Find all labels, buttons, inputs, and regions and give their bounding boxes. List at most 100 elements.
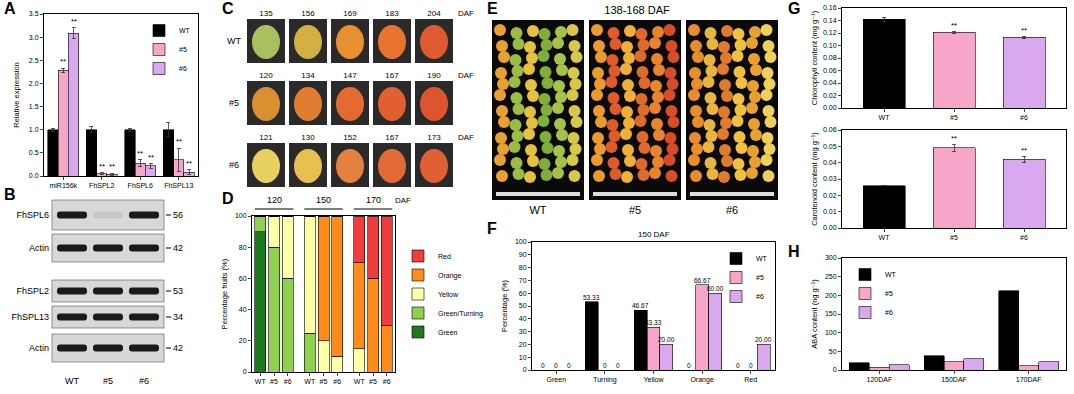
svg-text:DAF: DAF <box>458 133 474 142</box>
svg-text:#6: #6 <box>229 160 239 170</box>
svg-text:Orange: Orange <box>438 272 461 280</box>
svg-text:#6: #6 <box>383 378 391 385</box>
svg-text:0: 0 <box>523 366 527 373</box>
svg-text:0.04: 0.04 <box>823 159 837 166</box>
svg-text:#6: #6 <box>1020 114 1028 121</box>
svg-text:0.06: 0.06 <box>823 67 837 74</box>
svg-text:**: ** <box>186 159 192 168</box>
svg-text:WT: WT <box>879 114 891 121</box>
svg-text:WT: WT <box>354 378 366 385</box>
svg-text:2.0: 2.0 <box>29 80 39 87</box>
svg-text:WT: WT <box>879 234 891 241</box>
svg-text:204: 204 <box>427 9 441 18</box>
svg-text:80: 80 <box>519 264 527 271</box>
svg-text:FhSPL13: FhSPL13 <box>11 312 49 322</box>
svg-text:0.02: 0.02 <box>823 192 837 199</box>
svg-text:173: 173 <box>427 133 441 142</box>
svg-text:0.16: 0.16 <box>823 4 837 11</box>
svg-text:WT: WT <box>885 271 897 278</box>
svg-text:Green: Green <box>438 329 458 336</box>
svg-text:0: 0 <box>567 362 571 369</box>
svg-text:200: 200 <box>825 292 837 299</box>
svg-text:50: 50 <box>829 348 837 355</box>
svg-text:3.0: 3.0 <box>29 34 39 41</box>
svg-text:60: 60 <box>239 275 247 282</box>
svg-text:Red: Red <box>438 253 451 260</box>
svg-text:138-168 DAF: 138-168 DAF <box>604 4 670 16</box>
svg-text:Carotenoid content (mg g⁻¹): Carotenoid content (mg g⁻¹) <box>810 132 819 226</box>
svg-text:120: 120 <box>267 195 282 205</box>
svg-text:Percentage (%): Percentage (%) <box>500 279 509 332</box>
svg-text:0.0: 0.0 <box>29 172 39 179</box>
svg-text:#6: #6 <box>333 378 341 385</box>
svg-text:134: 134 <box>301 71 315 80</box>
svg-text:Percentage fruits (%): Percentage fruits (%) <box>220 258 229 329</box>
svg-text:20: 20 <box>519 341 527 348</box>
svg-text:#5: #5 <box>320 378 328 385</box>
svg-text:Red: Red <box>744 376 757 383</box>
svg-text:46.67: 46.67 <box>632 302 649 309</box>
svg-text:42: 42 <box>173 343 183 353</box>
svg-text:0: 0 <box>603 362 607 369</box>
svg-text:0.10: 0.10 <box>823 42 837 49</box>
svg-text:0.5: 0.5 <box>29 149 39 156</box>
svg-text:#6: #6 <box>885 309 893 316</box>
svg-text:190: 190 <box>427 71 441 80</box>
svg-text:DAF: DAF <box>458 9 474 18</box>
svg-text:0.03: 0.03 <box>823 175 837 182</box>
svg-text:100: 100 <box>235 212 247 219</box>
svg-text:Turning: Turning <box>593 376 617 384</box>
svg-text:**: ** <box>951 21 957 30</box>
svg-text:**: ** <box>1021 146 1027 155</box>
svg-text:20.00: 20.00 <box>658 336 675 343</box>
svg-text:miR156k: miR156k <box>49 182 77 189</box>
svg-text:#5: #5 <box>270 378 278 385</box>
svg-text:183: 183 <box>385 9 399 18</box>
svg-text:33.33: 33.33 <box>645 319 662 326</box>
svg-text:**: ** <box>951 134 957 143</box>
svg-text:152: 152 <box>343 133 357 142</box>
svg-text:0: 0 <box>554 362 558 369</box>
svg-text:WT: WT <box>255 378 267 385</box>
svg-text:Actin: Actin <box>29 243 49 253</box>
svg-text:250: 250 <box>825 273 837 280</box>
svg-text:**: ** <box>176 137 182 146</box>
svg-text:WT: WT <box>65 376 79 386</box>
svg-text:#5: #5 <box>885 290 893 297</box>
svg-text:10: 10 <box>519 354 527 361</box>
svg-text:150DAF: 150DAF <box>941 376 967 383</box>
svg-text:**: ** <box>148 153 154 162</box>
svg-text:#5: #5 <box>950 234 958 241</box>
svg-text:#6: #6 <box>139 376 149 386</box>
svg-text:0: 0 <box>541 362 545 369</box>
svg-text:FhSPL13: FhSPL13 <box>164 182 193 189</box>
svg-text:ABA content (ng g⁻¹): ABA content (ng g⁻¹) <box>810 279 819 349</box>
svg-text:130: 130 <box>301 133 315 142</box>
svg-text:1.0: 1.0 <box>29 126 39 133</box>
svg-text:#5: #5 <box>229 98 239 108</box>
svg-text:90: 90 <box>519 251 527 258</box>
svg-text:0: 0 <box>243 368 247 375</box>
svg-text:150: 150 <box>316 195 331 205</box>
svg-text:#6: #6 <box>1020 234 1028 241</box>
svg-text:#6: #6 <box>179 65 187 72</box>
svg-text:20.00: 20.00 <box>755 336 772 343</box>
svg-text:120DAF: 120DAF <box>866 376 892 383</box>
svg-text:Green: Green <box>547 376 567 383</box>
svg-text:0.01: 0.01 <box>823 208 837 215</box>
svg-text:30: 30 <box>519 328 527 335</box>
svg-text:70: 70 <box>519 277 527 284</box>
svg-text:Green/Turning: Green/Turning <box>438 310 483 318</box>
svg-text:0.00: 0.00 <box>823 104 837 111</box>
svg-text:#5: #5 <box>369 378 377 385</box>
svg-text:FhSPL2: FhSPL2 <box>16 286 49 296</box>
svg-text:0.08: 0.08 <box>823 54 837 61</box>
svg-text:50: 50 <box>519 302 527 309</box>
svg-text:53.33: 53.33 <box>583 294 600 301</box>
svg-text:Orange: Orange <box>690 376 713 384</box>
svg-text:167: 167 <box>385 133 399 142</box>
svg-text:**: ** <box>137 149 143 158</box>
svg-text:FhSPL6: FhSPL6 <box>16 210 49 220</box>
svg-text:WT: WT <box>179 27 191 34</box>
svg-text:300: 300 <box>825 254 837 261</box>
